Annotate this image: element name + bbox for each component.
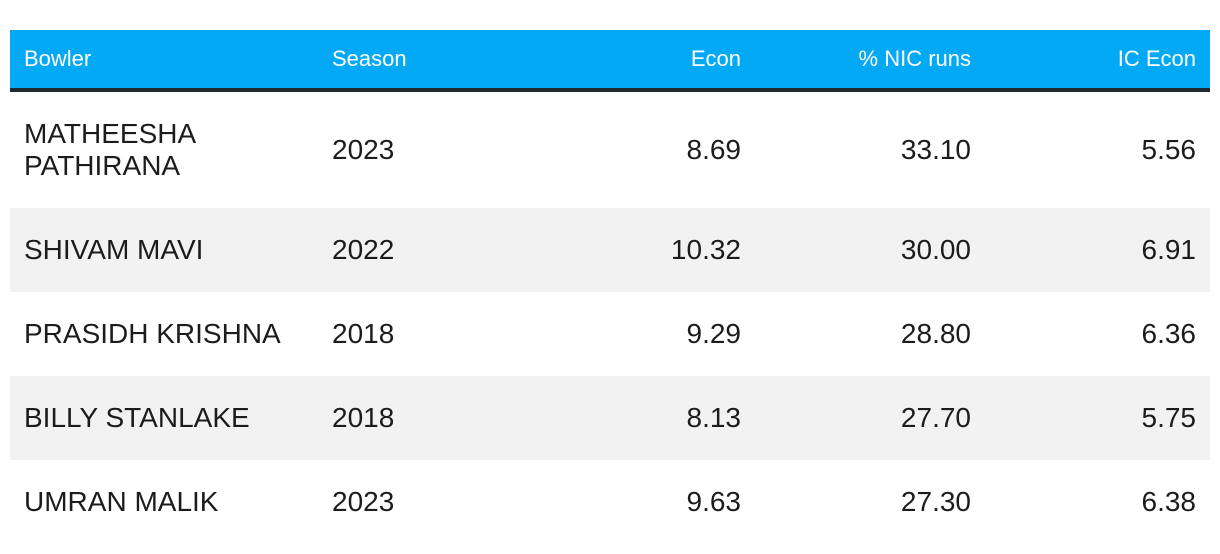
- cell-season: 2023: [332, 133, 395, 165]
- cell-season: 2022: [332, 233, 395, 265]
- cell-season: 2018: [332, 317, 395, 349]
- cell-ic-econ: 5.75: [1141, 401, 1197, 433]
- cell-ic-econ: 6.36: [1141, 317, 1197, 349]
- cell-econ: 8.13: [686, 401, 742, 433]
- table-row: UMRAN MALIK 2023 9.63 27.30 6.38: [10, 460, 1210, 544]
- cell-econ: 9.29: [686, 317, 742, 349]
- header-econ: Econ: [690, 46, 741, 72]
- cell-nic-runs: 28.80: [900, 317, 971, 349]
- bowling-stats-table-container: Bowler Season Econ % NIC runs IC Econ MA…: [10, 30, 1210, 544]
- cell-bowler: BILLY STANLAKE: [24, 401, 250, 433]
- table-row: SHIVAM MAVI 2022 10.32 30.00 6.91: [10, 208, 1210, 292]
- header-ic-econ: IC Econ: [1117, 46, 1196, 72]
- header-season: Season: [332, 46, 407, 72]
- cell-nic-runs: 27.30: [900, 485, 971, 517]
- cell-bowler: PRASIDH KRISHNA: [24, 317, 281, 349]
- cell-econ: 9.63: [686, 485, 742, 517]
- header-nic-runs: % NIC runs: [858, 46, 971, 72]
- cell-nic-runs: 30.00: [900, 233, 971, 265]
- cell-ic-econ: 5.56: [1141, 133, 1197, 165]
- table-row: MATHEESHA PATHIRANA 2023 8.69 33.10 5.56: [10, 92, 1210, 208]
- cell-nic-runs: 27.70: [900, 401, 971, 433]
- table-row: BILLY STANLAKE 2018 8.13 27.70 5.75: [10, 376, 1210, 460]
- cell-econ: 8.69: [686, 133, 742, 165]
- bowling-stats-table: Bowler Season Econ % NIC runs IC Econ MA…: [10, 30, 1210, 544]
- cell-ic-econ: 6.91: [1141, 233, 1197, 265]
- cell-bowler: UMRAN MALIK: [24, 485, 219, 517]
- cell-season: 2018: [332, 401, 395, 433]
- bowler-name-line-1: MATHEESHA: [24, 117, 197, 149]
- cell-bowler: SHIVAM MAVI: [24, 233, 204, 265]
- cell-nic-runs: 33.10: [900, 133, 971, 165]
- cell-ic-econ: 6.38: [1141, 485, 1197, 517]
- bowler-name-line-2: PATHIRANA: [24, 150, 181, 181]
- table-row: PRASIDH KRISHNA 2018 9.29 28.80 6.36: [10, 292, 1210, 376]
- table-header-row: Bowler Season Econ % NIC runs IC Econ: [10, 30, 1210, 92]
- cell-bowler: MATHEESHA PATHIRANA: [10, 118, 332, 182]
- cell-season: 2023: [332, 485, 395, 517]
- header-bowler: Bowler: [24, 46, 92, 72]
- cell-econ: 10.32: [670, 233, 741, 265]
